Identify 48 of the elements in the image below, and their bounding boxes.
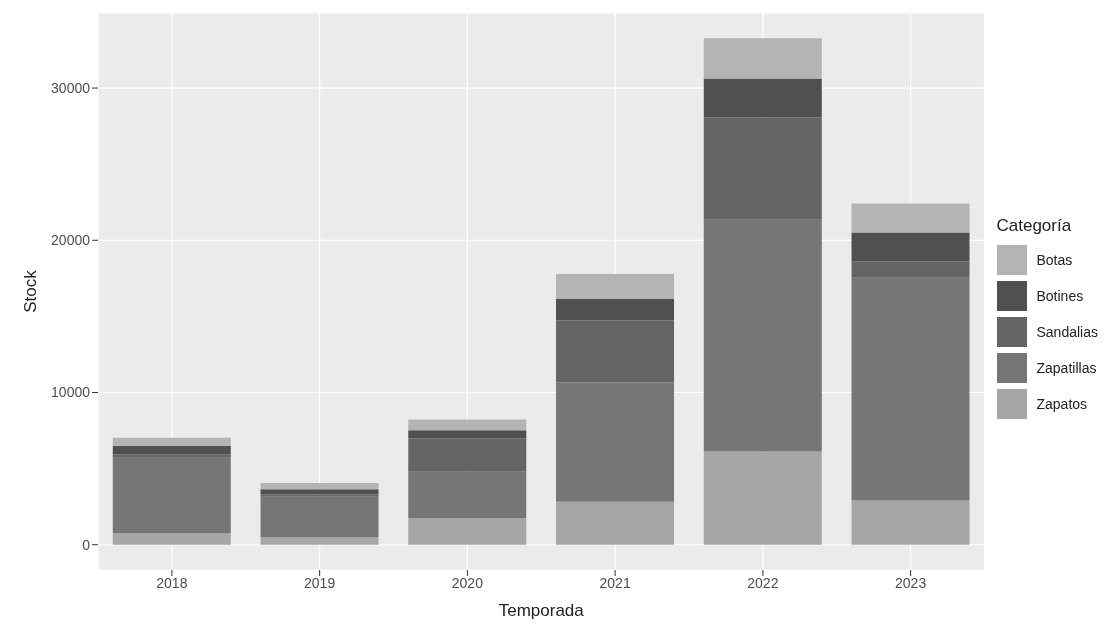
x-axis-title: Temporada bbox=[498, 601, 585, 620]
y-tick-label: 20000 bbox=[51, 232, 91, 249]
bar bbox=[851, 277, 970, 501]
bar bbox=[260, 489, 379, 495]
bar bbox=[556, 382, 675, 502]
bar bbox=[260, 483, 379, 490]
x-tick-label: 2022 bbox=[747, 574, 779, 591]
bar bbox=[408, 438, 527, 472]
legend-label: Botines bbox=[1036, 288, 1084, 304]
y-tick-label: 10000 bbox=[51, 384, 91, 401]
y-axis-title: Stock bbox=[21, 269, 41, 313]
bar bbox=[112, 533, 231, 545]
bar bbox=[112, 454, 231, 458]
y-tick-label: 0 bbox=[82, 536, 91, 553]
bar bbox=[260, 496, 379, 537]
bar bbox=[851, 500, 970, 545]
x-tick-label: 2021 bbox=[599, 574, 631, 591]
bar bbox=[703, 38, 822, 79]
bar bbox=[703, 219, 822, 452]
bar bbox=[112, 457, 231, 534]
y-tick-label: 30000 bbox=[51, 80, 91, 97]
bar bbox=[556, 501, 675, 545]
bar bbox=[260, 494, 379, 497]
bar bbox=[408, 517, 527, 545]
legend-label: Sandalias bbox=[1036, 324, 1098, 340]
bar bbox=[851, 203, 970, 233]
x-tick-label: 2023 bbox=[895, 574, 927, 591]
bar bbox=[408, 419, 527, 431]
bar bbox=[556, 320, 675, 383]
legend-label: Zapatos bbox=[1036, 396, 1088, 412]
bar bbox=[112, 445, 231, 455]
legend-title: Categoría bbox=[996, 216, 1073, 236]
bar bbox=[408, 430, 527, 439]
bar bbox=[703, 117, 822, 220]
bar bbox=[408, 471, 527, 518]
bar bbox=[851, 261, 970, 278]
bar bbox=[112, 437, 231, 446]
bar bbox=[556, 273, 675, 300]
legend-label: Zapatillas bbox=[1036, 360, 1097, 376]
bar bbox=[851, 232, 970, 262]
bar bbox=[260, 536, 379, 545]
x-tick-label: 2018 bbox=[156, 574, 188, 591]
x-tick-label: 2019 bbox=[304, 574, 336, 591]
bar bbox=[703, 451, 822, 545]
x-tick-label: 2020 bbox=[451, 574, 484, 591]
bar bbox=[556, 299, 675, 321]
bar bbox=[703, 78, 822, 118]
legend-label: Botas bbox=[1036, 252, 1073, 268]
